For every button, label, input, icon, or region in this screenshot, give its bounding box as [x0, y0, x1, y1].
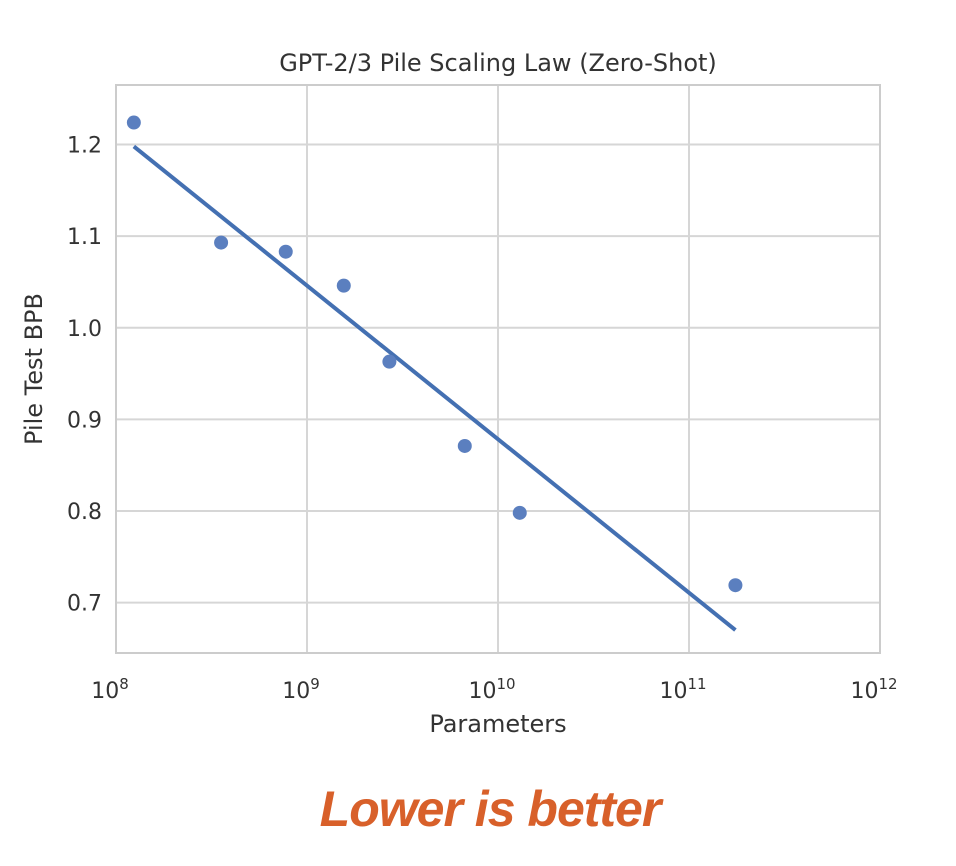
y-tick-label: 1.0	[67, 317, 102, 342]
scatter-point	[512, 505, 527, 520]
y-tick-label: 0.9	[67, 408, 102, 433]
y-tick-label: 0.7	[67, 592, 102, 617]
plot-frame	[115, 84, 881, 654]
x-tick-exponent: 8	[119, 675, 129, 693]
grid-lines	[115, 85, 881, 653]
y-tick-label: 1.2	[67, 134, 102, 159]
y-axis-label: Pile Test BPB	[20, 293, 48, 445]
scaling-law-chart: GPT-2/3 Pile Scaling Law (Zero-Shot) 0.7…	[20, 49, 898, 738]
x-tick-base: 10	[850, 679, 878, 704]
scatter-point	[126, 115, 141, 130]
x-tick-exponent: 10	[496, 675, 515, 693]
y-tick-label: 0.8	[67, 500, 102, 525]
x-tick-label: 108	[91, 675, 129, 704]
fit-line-layer	[132, 144, 737, 632]
x-tick-base: 10	[282, 679, 310, 704]
x-tick-base: 10	[468, 679, 496, 704]
scatter-point	[728, 578, 743, 593]
scatter-points-layer	[126, 115, 743, 593]
chart-title: GPT-2/3 Pile Scaling Law (Zero-Shot)	[279, 49, 717, 77]
x-tick-base: 10	[91, 679, 119, 704]
scatter-point	[336, 278, 351, 293]
y-tick-labels: 0.7 0.8 0.9 1.0 1.1 1.2	[67, 134, 102, 617]
x-tick-base: 10	[659, 679, 687, 704]
x-tick-exponent: 12	[878, 675, 897, 693]
caption-lower-is-better: Lower is better	[319, 781, 662, 837]
x-tick-labels: 108 109 1010 1011 1012	[91, 675, 897, 704]
scatter-point	[382, 354, 397, 369]
fit-line	[132, 144, 737, 632]
x-axis-label: Parameters	[429, 710, 566, 738]
x-tick-exponent: 9	[310, 675, 320, 693]
x-tick-exponent: 11	[687, 675, 706, 693]
scatter-point	[278, 244, 293, 259]
scatter-point	[457, 438, 472, 453]
y-tick-label: 1.1	[67, 225, 102, 250]
scatter-point	[214, 235, 229, 250]
x-tick-label: 1011	[659, 675, 706, 704]
x-tick-label: 1010	[468, 675, 515, 704]
x-tick-label: 109	[282, 675, 320, 704]
x-tick-label: 1012	[850, 675, 897, 704]
